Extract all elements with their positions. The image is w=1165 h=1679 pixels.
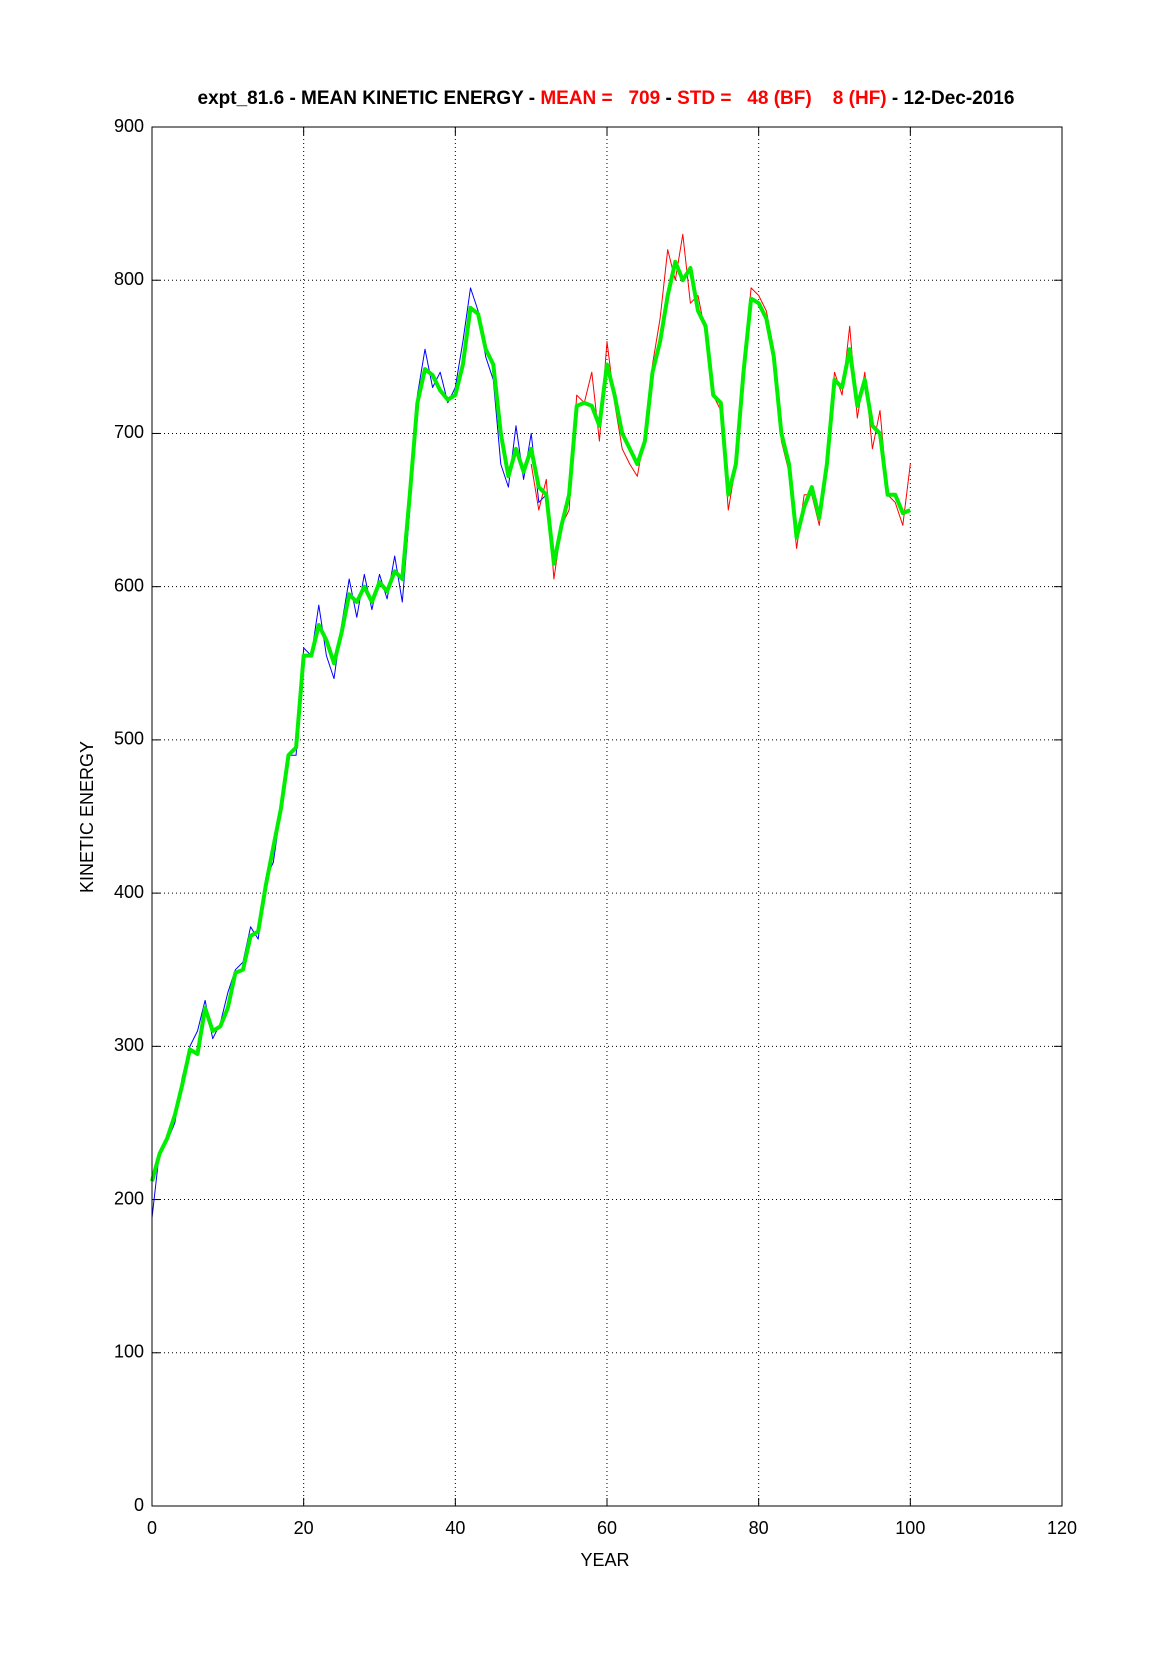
title-part: STD = 48 (BF) 8 (HF): [677, 88, 887, 109]
series-line: [150, 259, 912, 1182]
series-line: [151, 287, 547, 1218]
y-tick-label: 500: [114, 729, 144, 749]
x-tick-label: 80: [749, 1518, 769, 1538]
y-tick-label: 700: [114, 422, 144, 442]
y-tick-label: 900: [114, 116, 144, 136]
x-tick-label: 40: [445, 1518, 465, 1538]
title-part: -: [660, 88, 677, 109]
chart-title: expt_81.6 - MEAN KINETIC ENERGY - MEAN =…: [198, 88, 1015, 109]
y-tick-label: 400: [114, 882, 144, 902]
x-tick-label: 60: [597, 1518, 617, 1538]
y-tick-label: 600: [114, 575, 144, 595]
x-axis-label: YEAR: [580, 1550, 629, 1570]
plot-frame: [151, 126, 1063, 1507]
x-tick-label: 120: [1047, 1518, 1077, 1538]
y-tick-label: 100: [114, 1342, 144, 1362]
title-part: MEAN = 709: [540, 88, 660, 109]
y-axis-label: KINETIC ENERGY: [77, 741, 97, 893]
x-tick-label: 100: [895, 1518, 925, 1538]
title-part: - 12-Dec-2016: [887, 88, 1015, 109]
y-tick-label: 800: [114, 269, 144, 289]
x-tick-label: 20: [294, 1518, 314, 1538]
y-tick-label: 300: [114, 1035, 144, 1055]
y-tick-label: 200: [114, 1188, 144, 1208]
x-tick-label: 0: [147, 1518, 157, 1538]
y-tick-label: 0: [134, 1495, 144, 1515]
title-part: expt_81.6 - MEAN KINETIC ENERGY -: [198, 88, 541, 109]
